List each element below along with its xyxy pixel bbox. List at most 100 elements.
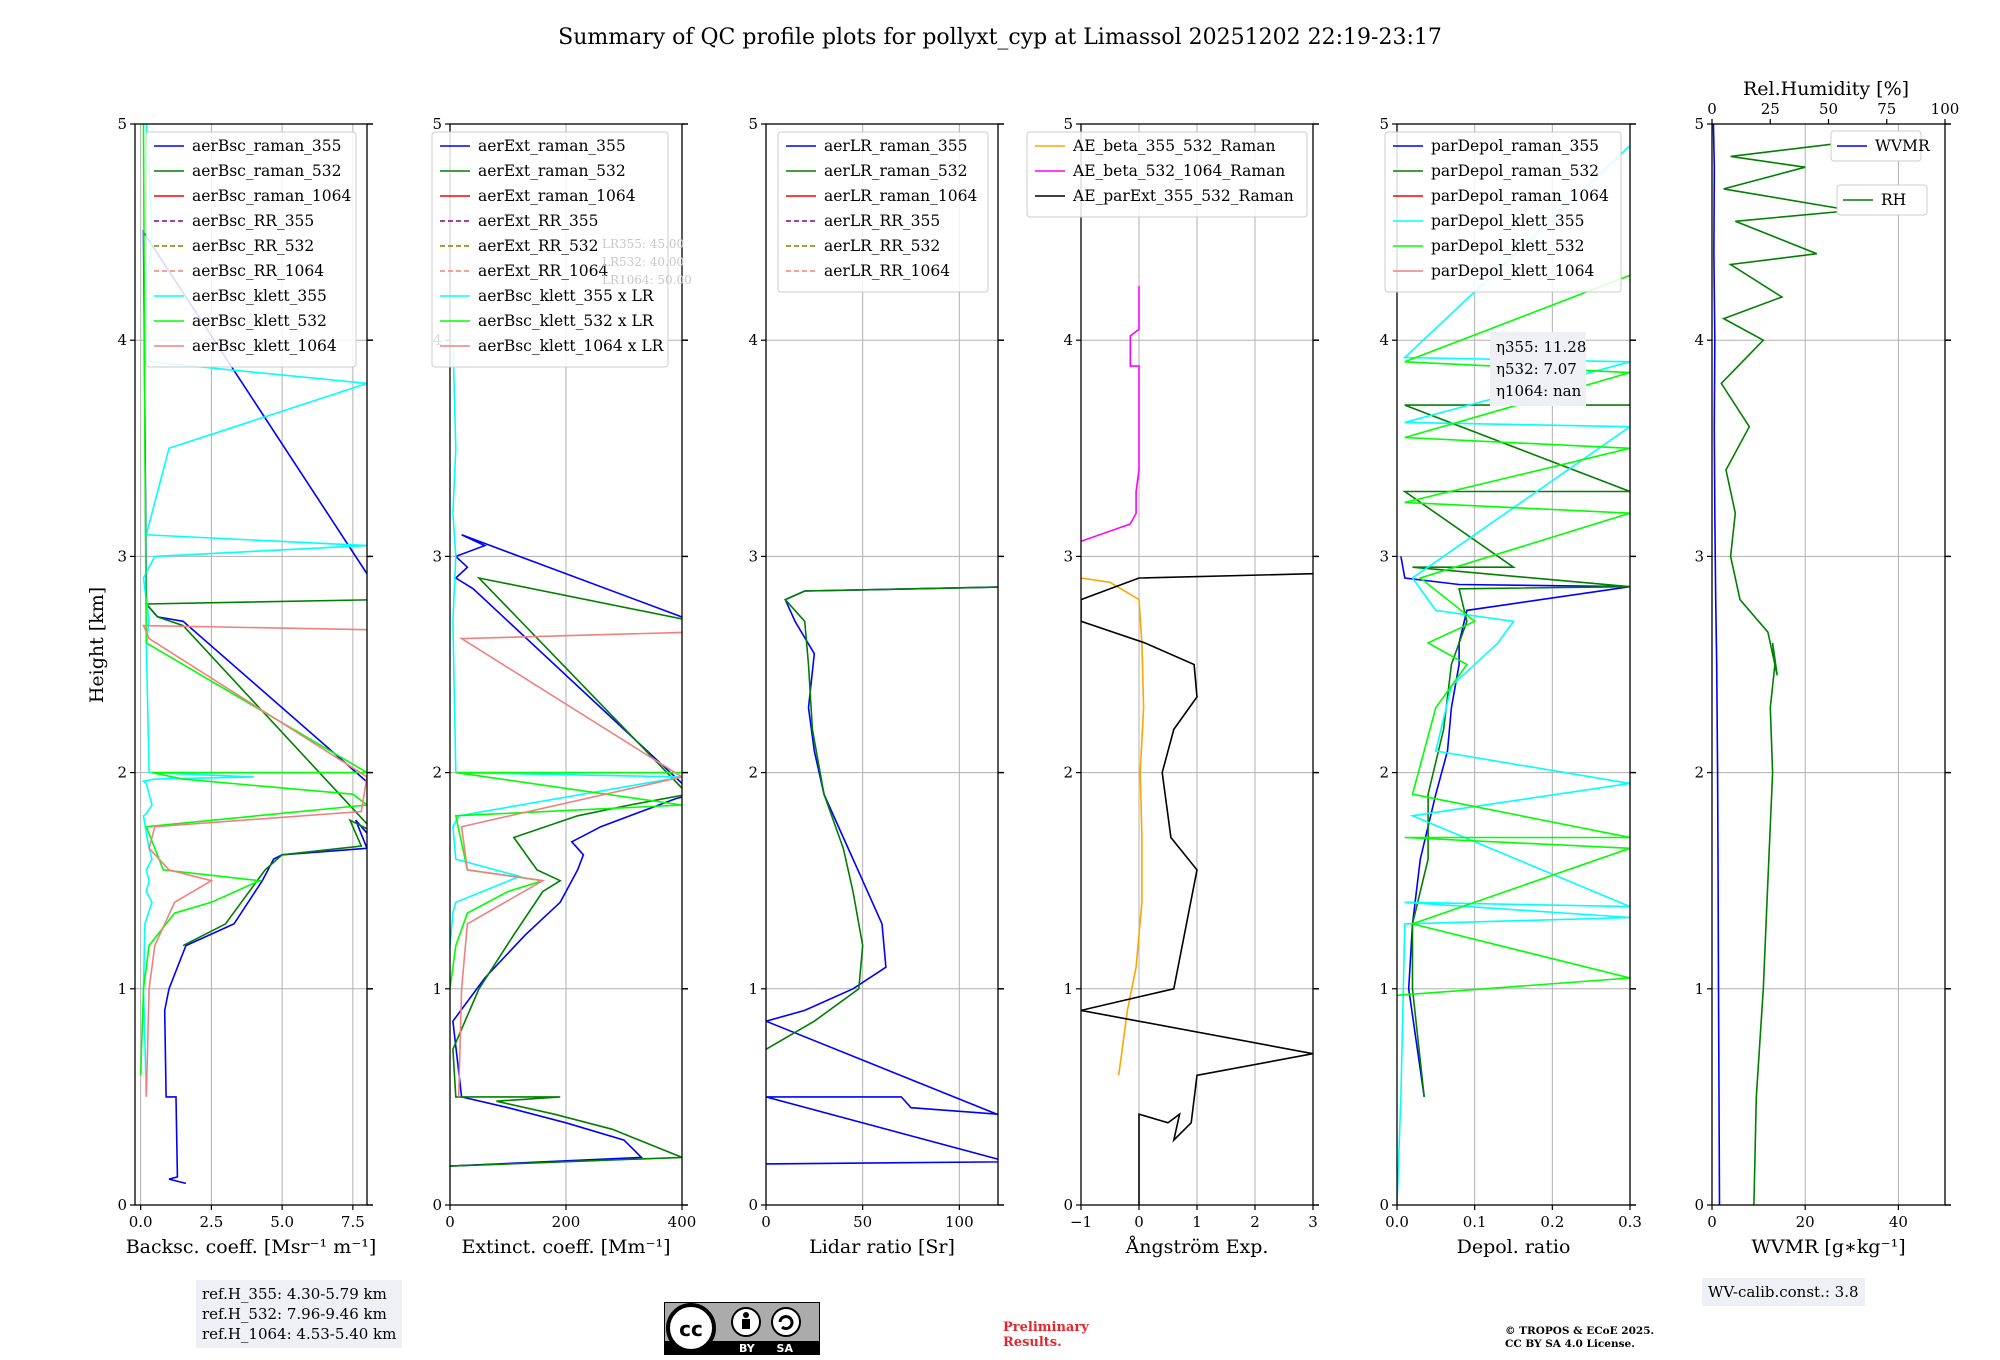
x-tick-label: 0.2 xyxy=(1540,1213,1564,1231)
panel-frame xyxy=(765,123,999,1206)
legend-label: aerBsc_raman_532 xyxy=(192,162,342,180)
legend-label: AE_beta_532_1064_Raman xyxy=(1072,162,1285,180)
x-tick-label: 0 xyxy=(761,1213,771,1231)
panel-frame xyxy=(134,123,368,1206)
legend-label: aerBsc_klett_355 xyxy=(192,287,327,305)
top-x-tick-label: 50 xyxy=(1819,100,1838,118)
x-axis-label: Lidar ratio [Sr] xyxy=(809,1236,955,1258)
legend-label: aerBsc_raman_1064 xyxy=(192,187,352,205)
series-group xyxy=(1397,145,1630,1205)
legend-label: aerLR_raman_1064 xyxy=(824,187,977,205)
legend-label: aerExt_raman_532 xyxy=(478,162,626,180)
legend-label: aerBsc_RR_1064 xyxy=(192,262,324,280)
legend-label: AE_beta_355_532_Raman xyxy=(1072,137,1275,155)
y-tick-label: 1 xyxy=(1063,980,1073,998)
x-tick-label: 0.0 xyxy=(1385,1213,1409,1231)
series-line-aerExt_raman_355 xyxy=(450,534,682,1167)
lr-annotation: LR532: 40.00 xyxy=(602,255,684,269)
series-group xyxy=(1081,286,1313,1205)
y-tick-label: 4 xyxy=(748,331,758,349)
legend-label: parDepol_raman_532 xyxy=(1431,162,1599,180)
y-tick-label: 5 xyxy=(748,115,758,133)
series-line-AE_parExt_355_532_Raman xyxy=(1081,572,1313,1205)
y-tick-label: 3 xyxy=(432,547,442,565)
x-axis-label: Ångström Exp. xyxy=(1125,1236,1269,1258)
x-tick-label: 20 xyxy=(1796,1213,1815,1231)
legend-label: aerExt_RR_355 xyxy=(478,212,599,230)
series-line-aerBsc_klett_1064 x LR xyxy=(457,631,682,1097)
x-tick-label: 0 xyxy=(1134,1213,1144,1231)
series-line-aerLR_raman_355 xyxy=(766,586,998,1165)
legend-box xyxy=(1384,131,1622,293)
y-tick-label: 5 xyxy=(1694,115,1704,133)
series-line-parDepol_klett_355 xyxy=(1397,145,1630,1205)
top-x-tick-label: 75 xyxy=(1877,100,1896,118)
legend-label: aerBsc_RR_355 xyxy=(192,212,314,230)
figure-title: Summary of QC profile plots for pollyxt_… xyxy=(558,25,1442,50)
x-tick-label: 7.5 xyxy=(341,1213,365,1231)
series-line-AE_beta_355_532_Raman xyxy=(1081,577,1145,1076)
series-line-aerLR_raman_532 xyxy=(766,586,998,1050)
y-tick-label: 1 xyxy=(432,980,442,998)
legend-label: RH xyxy=(1881,191,1906,209)
y-tick-label: 3 xyxy=(1063,547,1073,565)
y-tick-label: 5 xyxy=(117,115,127,133)
legend-label: aerLR_RR_355 xyxy=(824,212,940,230)
cc-icon xyxy=(666,1303,716,1353)
wv-calib-note: WV-calib.const.: 3.8 xyxy=(1702,1278,1865,1306)
legend-box xyxy=(1830,130,1922,162)
y-tick-label: 2 xyxy=(1063,764,1073,782)
x-tick-label: 40 xyxy=(1889,1213,1908,1231)
y-tick-label: 1 xyxy=(1379,980,1389,998)
y-tick-label: 1 xyxy=(748,980,758,998)
y-tick-label: 2 xyxy=(1379,764,1389,782)
legend-label: parDepol_klett_355 xyxy=(1431,212,1584,230)
legend-label: aerLR_raman_355 xyxy=(824,137,967,155)
lr-annotation: LR1064: 50.00 xyxy=(602,273,692,287)
cc-license-badge: cc BY SA xyxy=(664,1302,820,1355)
svg-text:cc: cc xyxy=(679,1317,703,1341)
legend-label: parDepol_klett_1064 xyxy=(1431,262,1594,280)
legend-box xyxy=(1026,131,1308,218)
preliminary-note: Preliminary Results. xyxy=(1003,1320,1089,1350)
lr-annotation: LR355: 45.00 xyxy=(602,237,684,251)
copyright-line-1: © TROPOS & ECoE 2025. xyxy=(1505,1325,1655,1337)
x-tick-label: 0 xyxy=(1707,1213,1717,1231)
x-axis-label: WVMR [g∗kg⁻¹] xyxy=(1751,1236,1905,1258)
y-tick-label: 2 xyxy=(117,764,127,782)
legend-label: aerLR_raman_532 xyxy=(824,162,967,180)
y-tick-label: 3 xyxy=(1694,547,1704,565)
panel-frame xyxy=(1396,123,1631,1206)
ref-height-532: ref.H_532: 7.96-9.46 km xyxy=(202,1305,387,1323)
legend-label: aerBsc_klett_1064 x LR xyxy=(478,337,665,355)
legend-label: aerBsc_klett_355 x LR xyxy=(478,287,655,305)
y-tick-label: 1 xyxy=(117,980,127,998)
legend-label: AE_parExt_355_532_Raman xyxy=(1072,187,1294,205)
legend-label: WVMR xyxy=(1875,137,1931,155)
x-tick-label: 2 xyxy=(1250,1213,1260,1231)
x-tick-label: 0.0 xyxy=(129,1213,153,1231)
series-line-aerBsc_klett_1064 xyxy=(142,624,367,1097)
legend-label: aerExt_raman_355 xyxy=(478,137,626,155)
legend-label: parDepol_raman_1064 xyxy=(1431,187,1609,205)
ref-height-355: ref.H_355: 4.30-5.79 km xyxy=(202,1285,387,1303)
y-tick-label: 0 xyxy=(432,1196,442,1214)
legend-label: aerBsc_klett_532 x LR xyxy=(478,312,655,330)
series-line-WVMR xyxy=(1712,124,1721,1205)
x-tick-label: −1 xyxy=(1070,1213,1092,1231)
y-tick-label: 2 xyxy=(1694,764,1704,782)
x-tick-label: 5.0 xyxy=(270,1213,294,1231)
rh-axis-label: Rel.Humidity [%] xyxy=(1743,78,1909,100)
legend-label: aerExt_raman_1064 xyxy=(478,187,636,205)
legend-box xyxy=(431,131,669,368)
eta-annotation: η532: 7.07 xyxy=(1496,360,1577,378)
x-tick-label: 100 xyxy=(945,1213,974,1231)
x-tick-label: 1 xyxy=(1192,1213,1202,1231)
y-tick-label: 0 xyxy=(1694,1196,1704,1214)
x-tick-label: 0 xyxy=(445,1213,455,1231)
series-line-aerBsc_klett_355 xyxy=(141,124,367,1097)
